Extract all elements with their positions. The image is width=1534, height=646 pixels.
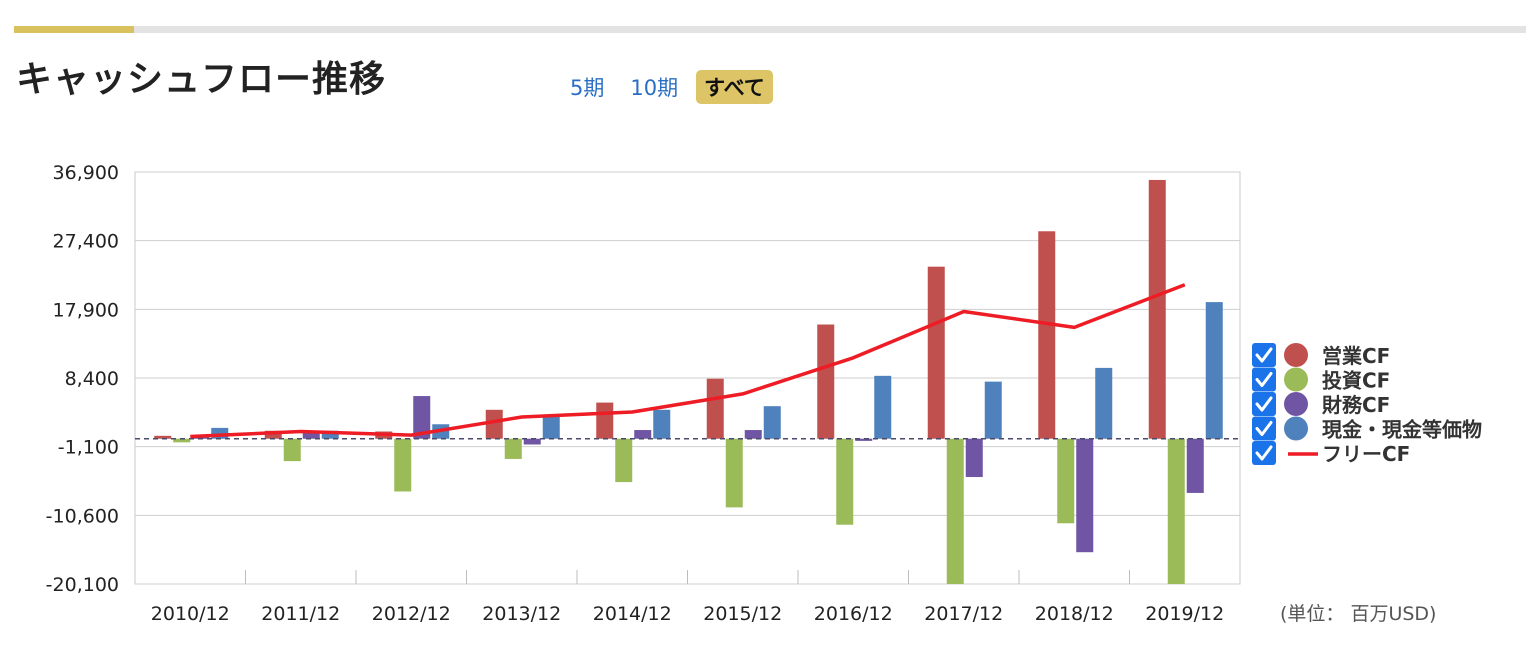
bar bbox=[1057, 438, 1075, 524]
legend-swatch bbox=[1284, 392, 1308, 416]
x-tick-label: 2011/12 bbox=[261, 603, 340, 625]
period-tabs: 5期 10期 すべて bbox=[562, 70, 773, 104]
check-icon bbox=[1255, 445, 1273, 461]
bar bbox=[394, 438, 412, 492]
check-icon bbox=[1255, 396, 1273, 412]
legend-label: 財務CF bbox=[1322, 393, 1390, 417]
bar bbox=[1095, 367, 1113, 439]
bar bbox=[725, 438, 743, 508]
bar bbox=[154, 435, 172, 439]
check-icon bbox=[1255, 372, 1273, 387]
legend-label: 営業CF bbox=[1322, 344, 1390, 368]
y-tick-label: 27,400 bbox=[53, 231, 119, 253]
check-icon bbox=[1255, 347, 1273, 363]
x-tick-label: 2018/12 bbox=[1035, 603, 1114, 625]
bar bbox=[283, 438, 301, 462]
bar bbox=[634, 430, 652, 439]
header-accent bbox=[14, 26, 134, 33]
bar bbox=[1076, 438, 1094, 553]
bar bbox=[173, 438, 191, 443]
bar bbox=[874, 375, 892, 439]
tab-all-periods[interactable]: すべて bbox=[696, 70, 773, 104]
bar bbox=[744, 430, 762, 439]
header-divider bbox=[14, 26, 1526, 33]
legend-label: フリーCF bbox=[1322, 442, 1410, 466]
x-tick-label: 2015/12 bbox=[703, 603, 782, 625]
y-tick-label: 17,900 bbox=[53, 299, 119, 321]
bar bbox=[523, 438, 541, 445]
bar bbox=[264, 430, 282, 439]
bar bbox=[927, 266, 945, 439]
page-title: キャッシュフロー推移 bbox=[16, 59, 387, 100]
legend-swatch bbox=[1284, 367, 1308, 392]
x-tick-label: 2016/12 bbox=[814, 603, 893, 625]
bar bbox=[1186, 438, 1204, 493]
bar bbox=[817, 324, 835, 439]
x-tick-label: 2017/12 bbox=[924, 603, 1003, 625]
y-tick-label: -10,600 bbox=[46, 505, 119, 527]
x-tick-label: 2013/12 bbox=[482, 603, 561, 625]
x-tick-label: 2019/12 bbox=[1145, 603, 1224, 625]
bar bbox=[504, 438, 522, 459]
legend-swatch bbox=[1284, 343, 1308, 367]
bar bbox=[211, 427, 229, 439]
bar bbox=[542, 417, 560, 439]
bar bbox=[321, 430, 339, 439]
y-tick-label: 36,900 bbox=[53, 162, 119, 184]
bar bbox=[302, 430, 320, 439]
bar bbox=[1038, 231, 1056, 439]
bar bbox=[946, 438, 964, 584]
bar bbox=[615, 438, 633, 483]
bar bbox=[413, 396, 431, 439]
bar bbox=[596, 402, 614, 439]
free-cf-line bbox=[190, 283, 1186, 439]
check-icon bbox=[1255, 421, 1273, 436]
legend-label: 投資CF bbox=[1322, 369, 1390, 393]
bar bbox=[855, 438, 873, 441]
unit-label: (単位： 百万USD) bbox=[1280, 603, 1436, 625]
y-tick-label: -20,100 bbox=[46, 574, 119, 596]
bar bbox=[706, 378, 724, 439]
legend-label: 現金・現金等価物 bbox=[1322, 418, 1482, 442]
legend-swatch bbox=[1284, 416, 1308, 441]
bar bbox=[965, 438, 983, 478]
bar bbox=[836, 438, 854, 525]
x-tick-label: 2012/12 bbox=[372, 603, 451, 625]
y-tick-label: 8,400 bbox=[65, 368, 119, 390]
bar bbox=[1205, 302, 1223, 439]
y-tick-label: -1,100 bbox=[58, 437, 119, 459]
bar bbox=[763, 406, 781, 439]
bar bbox=[1148, 179, 1166, 439]
x-tick-label: 2010/12 bbox=[151, 603, 230, 625]
bar bbox=[653, 409, 671, 439]
bar bbox=[485, 409, 503, 439]
bar bbox=[984, 381, 1002, 439]
tab-5-periods[interactable]: 5期 bbox=[570, 76, 605, 100]
x-tick-label: 2014/12 bbox=[593, 603, 672, 625]
bar bbox=[1167, 438, 1185, 584]
tab-10-periods[interactable]: 10期 bbox=[630, 76, 679, 100]
